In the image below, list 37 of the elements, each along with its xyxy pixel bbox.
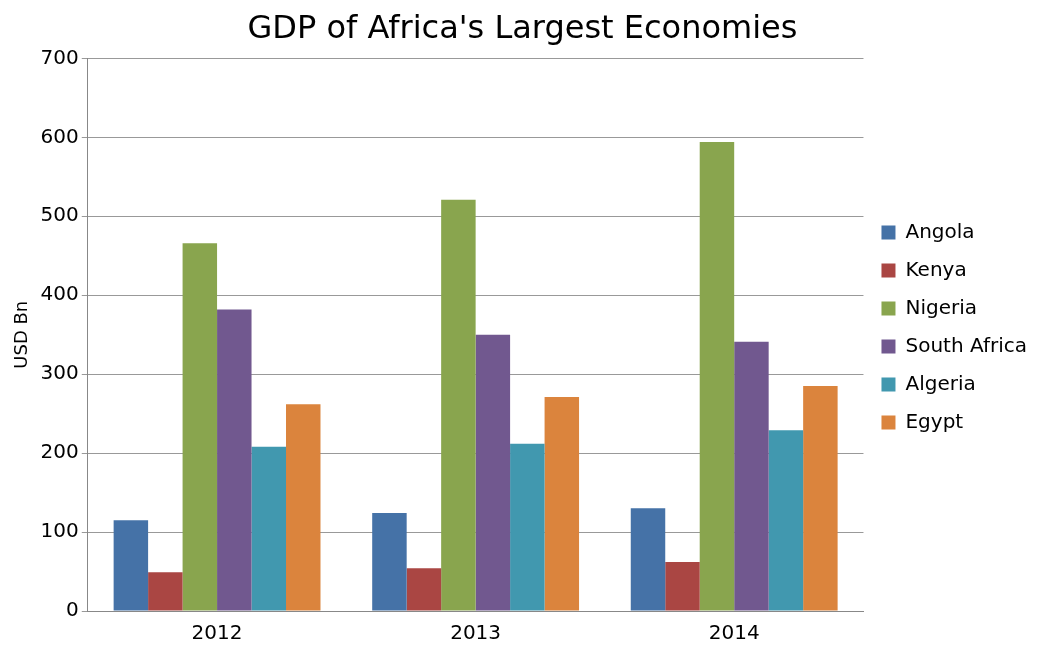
legend-label: Kenya	[905, 256, 967, 281]
legend-label: Egypt	[905, 408, 964, 433]
bar	[182, 243, 218, 611]
y-tick-label: 300	[40, 360, 79, 385]
y-tick-label: 500	[40, 202, 79, 227]
bar	[113, 520, 149, 611]
bar	[148, 572, 183, 611]
bar	[441, 199, 476, 611]
bar	[665, 562, 700, 611]
bar	[803, 386, 838, 611]
chart-title: GDP of Africa's Largest Economies	[247, 7, 798, 46]
bar	[406, 568, 442, 611]
legend-label: Algeria	[905, 370, 976, 395]
y-tick-label: 600	[40, 123, 79, 148]
bar	[630, 508, 666, 611]
y-tick-label: 400	[40, 281, 79, 306]
bar	[372, 513, 407, 611]
y-tick-label: 0	[66, 597, 79, 622]
legend-label: Nigeria	[905, 294, 978, 319]
legend-label: Angola	[905, 218, 975, 243]
x-tick-label: 2013	[450, 620, 502, 645]
bar	[217, 309, 252, 611]
y-tick-label: 700	[40, 44, 79, 69]
bar	[699, 142, 735, 611]
bar	[544, 397, 580, 611]
y-tick-label: 200	[40, 439, 79, 464]
bar	[768, 430, 804, 611]
x-tick-label: 2014	[708, 620, 760, 645]
y-axis-title: USD Bn	[10, 300, 32, 369]
legend-label: South Africa	[905, 332, 1028, 357]
bar	[734, 341, 769, 611]
bar	[510, 443, 545, 611]
bar	[475, 334, 511, 611]
y-tick-label: 100	[40, 518, 79, 543]
bar	[286, 404, 321, 611]
x-tick-label: 2012	[191, 620, 243, 645]
bar	[251, 446, 287, 611]
